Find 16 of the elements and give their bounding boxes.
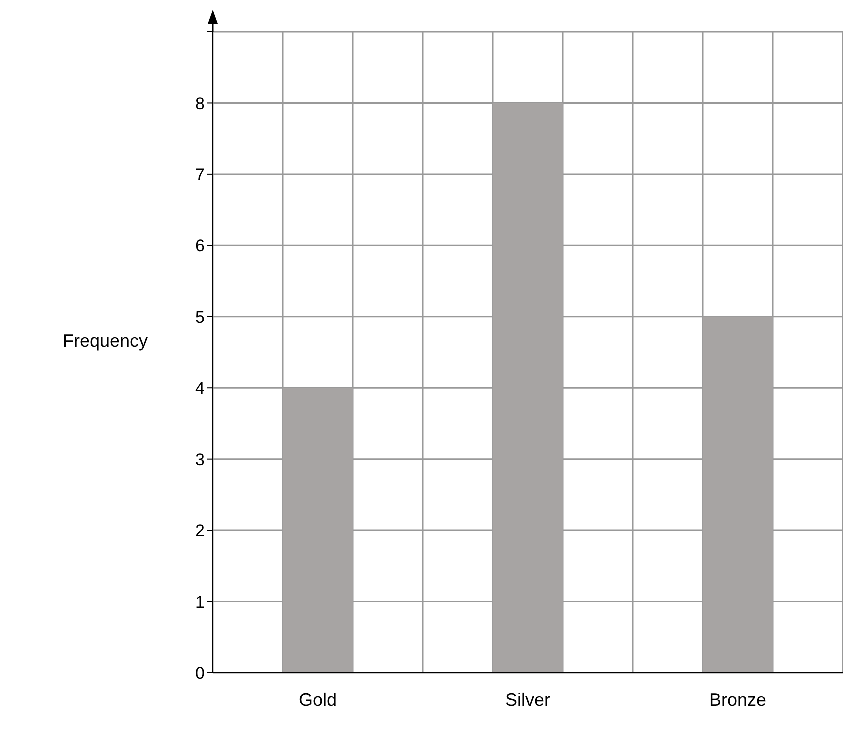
y-tick-label: 0: [196, 664, 205, 684]
x-tick-label: Silver: [505, 690, 551, 710]
x-tick-label: Bronze: [709, 690, 767, 710]
y-axis-title: Frequency: [63, 330, 148, 351]
x-tick-label: Gold: [298, 690, 338, 710]
y-tick-label: 8: [196, 94, 205, 114]
y-tick-label: 4: [196, 379, 205, 398]
bar: [282, 388, 353, 673]
y-tick-label: 2: [196, 522, 205, 541]
y-tick-label: 6: [196, 236, 205, 256]
y-tick-label: 7: [196, 165, 205, 184]
bar: [492, 103, 563, 673]
y-tick-label: 5: [196, 308, 205, 327]
y-tick-label: 3: [196, 450, 205, 470]
y-tick-label: 1: [196, 592, 205, 612]
bar: [702, 316, 773, 673]
